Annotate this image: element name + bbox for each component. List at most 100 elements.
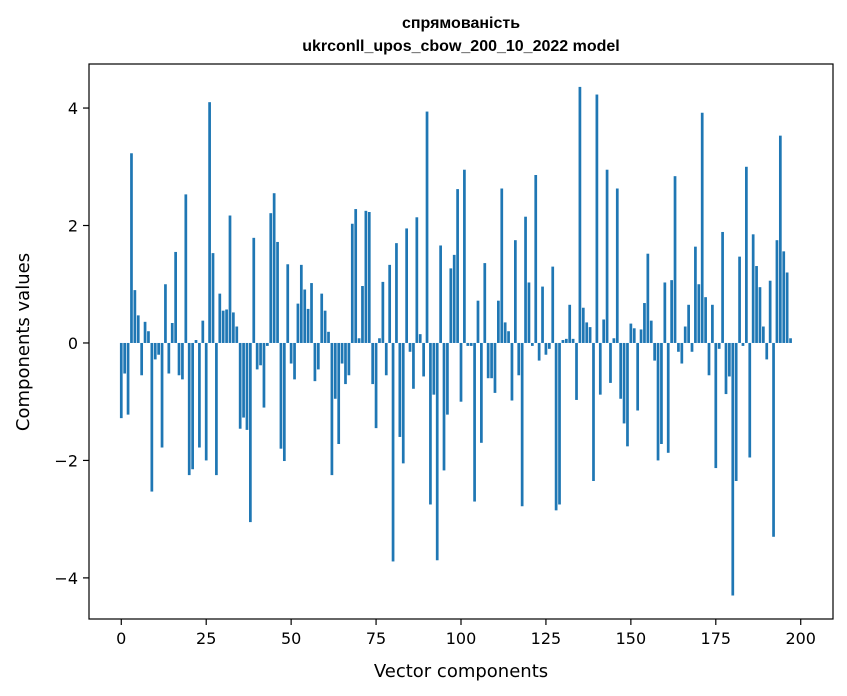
bar xyxy=(619,342,623,399)
bar xyxy=(194,340,198,343)
bar xyxy=(493,342,497,393)
bar xyxy=(571,338,575,343)
bar xyxy=(177,342,181,376)
bar xyxy=(259,342,262,366)
bar xyxy=(215,342,218,476)
bar xyxy=(653,342,656,361)
bar xyxy=(738,256,741,343)
bar xyxy=(361,286,364,343)
bar xyxy=(497,300,500,343)
bar xyxy=(778,135,782,343)
bar xyxy=(119,342,123,419)
y-axis-label: Components values xyxy=(13,253,34,431)
bar xyxy=(130,153,133,343)
bar xyxy=(255,342,259,370)
bar xyxy=(649,320,653,343)
bar xyxy=(337,342,341,444)
bar xyxy=(432,342,436,395)
bar xyxy=(660,342,663,444)
bar xyxy=(143,321,147,343)
bar xyxy=(666,342,670,453)
bar xyxy=(714,342,718,469)
bar-series xyxy=(119,86,792,596)
bar xyxy=(136,315,140,343)
bar xyxy=(466,342,470,346)
bar xyxy=(612,338,616,343)
bar xyxy=(592,342,595,481)
bar xyxy=(269,213,273,343)
bar xyxy=(541,286,544,343)
bar xyxy=(673,176,677,343)
bar xyxy=(762,326,765,343)
bar xyxy=(191,342,194,470)
bar xyxy=(561,340,565,343)
bar xyxy=(551,266,555,343)
bar xyxy=(598,342,602,395)
bar xyxy=(147,331,150,343)
bar xyxy=(449,268,453,343)
x-tick-label: 0 xyxy=(116,629,126,648)
bar xyxy=(785,272,789,343)
bar xyxy=(721,231,724,343)
bar xyxy=(578,86,582,343)
x-tick-label: 175 xyxy=(701,629,732,648)
bar xyxy=(211,253,215,343)
bar xyxy=(547,342,551,349)
bar xyxy=(605,169,609,343)
bar xyxy=(517,342,521,376)
bar xyxy=(711,304,714,343)
bar xyxy=(289,342,293,364)
bar xyxy=(344,342,347,385)
bar xyxy=(323,310,327,343)
bar xyxy=(371,342,375,385)
x-tick-label: 200 xyxy=(785,629,816,648)
bar xyxy=(140,342,144,376)
bar xyxy=(313,342,317,382)
bar xyxy=(745,166,748,343)
bar xyxy=(694,246,697,343)
bar xyxy=(395,243,398,343)
bar xyxy=(626,342,629,447)
bar xyxy=(272,193,276,343)
bar xyxy=(415,217,419,343)
y-tick-label: 0 xyxy=(68,334,78,353)
bar xyxy=(208,102,211,343)
bar xyxy=(249,342,252,523)
bar xyxy=(629,323,633,343)
bar xyxy=(354,209,358,343)
bar xyxy=(480,342,483,443)
bar xyxy=(266,342,269,346)
bar xyxy=(456,189,459,343)
y-tick-label: 2 xyxy=(68,217,78,236)
bar xyxy=(636,342,640,411)
bar xyxy=(160,342,164,448)
y-tick-label: −4 xyxy=(54,569,78,588)
bar xyxy=(728,342,731,377)
bar xyxy=(507,331,510,343)
bar xyxy=(734,342,738,481)
bar xyxy=(303,289,307,343)
bar xyxy=(174,251,177,343)
bar xyxy=(306,308,310,343)
bar xyxy=(683,326,687,343)
bar xyxy=(364,210,368,343)
x-tick-label: 125 xyxy=(531,629,562,648)
bar xyxy=(164,284,167,343)
bar xyxy=(789,338,792,343)
bar xyxy=(697,284,701,343)
bar xyxy=(418,334,422,343)
bar xyxy=(218,293,222,343)
x-tick-label: 150 xyxy=(616,629,647,648)
bar xyxy=(330,342,334,476)
bar xyxy=(401,342,405,464)
bar xyxy=(602,319,606,343)
bar xyxy=(663,282,667,343)
chart-title-line-1: спрямованість xyxy=(402,15,520,32)
bar xyxy=(490,342,493,379)
bar xyxy=(595,94,599,343)
bar xyxy=(316,342,320,370)
bar xyxy=(232,312,235,343)
bar xyxy=(670,280,673,343)
bar xyxy=(276,241,279,343)
bar xyxy=(677,342,680,352)
